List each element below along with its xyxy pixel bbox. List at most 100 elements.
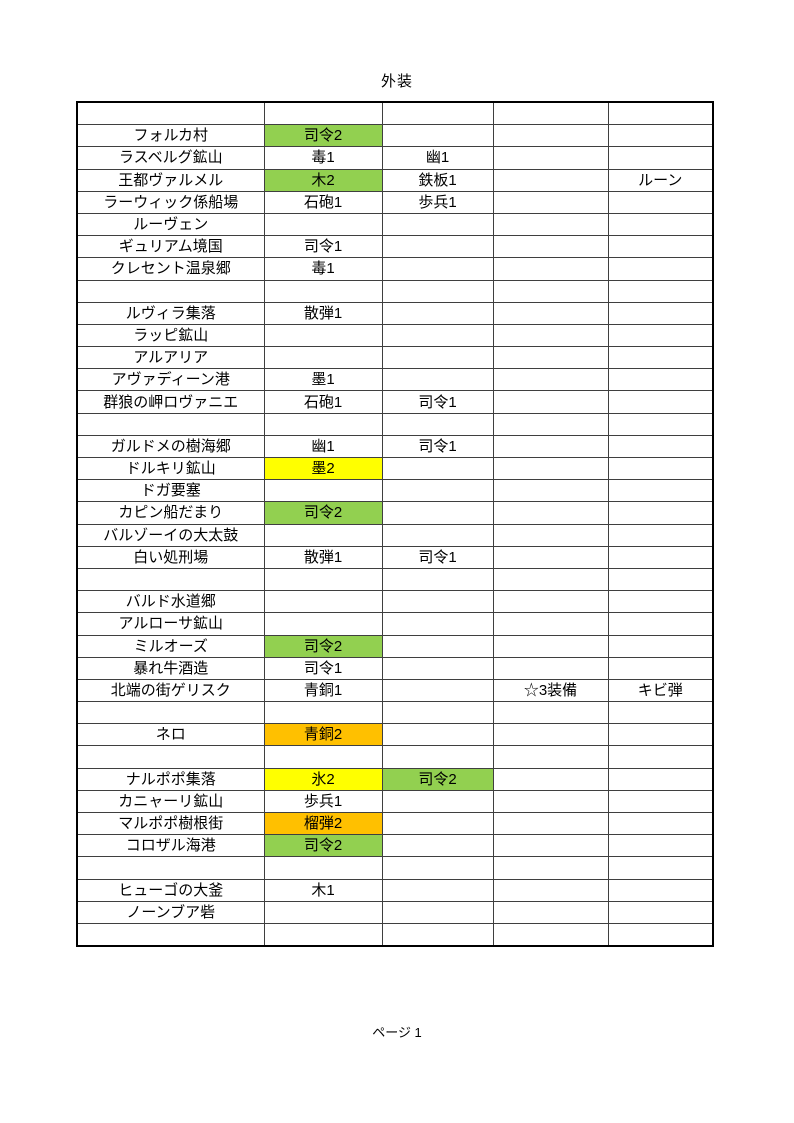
item-cell <box>263 567 383 592</box>
item-cell: 石砲1 <box>263 390 383 414</box>
location-cell: フォルカ村 <box>76 124 265 148</box>
location-cell: ガルドメの樹海郷 <box>76 434 265 459</box>
item-cell <box>381 612 494 636</box>
item-cell: 司令2 <box>263 634 383 658</box>
item-cell <box>492 390 609 414</box>
item-cell: 青銅1 <box>263 678 383 703</box>
item-cell <box>492 767 609 791</box>
item-cell <box>607 323 714 348</box>
location-cell: 暴れ牛酒造 <box>76 656 265 680</box>
item-cell: 司令1 <box>263 656 383 680</box>
item-cell <box>607 856 714 880</box>
item-cell <box>492 567 609 592</box>
item-cell <box>492 412 609 436</box>
table-row <box>76 101 714 126</box>
item-cell <box>381 368 494 392</box>
item-cell <box>492 811 609 836</box>
table-row <box>76 279 714 303</box>
item-cell <box>607 723 714 747</box>
item-cell <box>607 390 714 414</box>
item-cell <box>263 922 383 947</box>
location-cell: バルゾーイの大太鼓 <box>76 523 265 547</box>
item-cell <box>263 212 383 237</box>
table-row <box>76 412 714 436</box>
item-cell <box>607 590 714 614</box>
item-cell <box>492 523 609 547</box>
item-cell <box>381 678 494 703</box>
table-row <box>76 745 714 769</box>
item-cell <box>492 101 609 126</box>
table-row: 北端の街ゲリスク 青銅1 ☆3装備 キビ弾 <box>76 678 714 703</box>
item-cell <box>381 701 494 725</box>
item-cell <box>263 590 383 614</box>
table-row: バルゾーイの大太鼓 <box>76 523 714 547</box>
table-row: ラッピ鉱山 <box>76 323 714 348</box>
item-cell <box>492 212 609 237</box>
item-cell <box>263 479 383 503</box>
item-cell <box>607 235 714 259</box>
location-cell: カニャーリ鉱山 <box>76 789 265 814</box>
table-row: ルヴィラ集落 散弾1 <box>76 301 714 325</box>
item-cell: 木2 <box>263 168 383 192</box>
item-cell <box>492 168 609 192</box>
item-cell <box>607 834 714 858</box>
item-cell <box>607 789 714 814</box>
item-cell <box>381 501 494 525</box>
item-cell <box>492 856 609 880</box>
location-cell: 白い処刑場 <box>76 545 265 569</box>
table-row: ラーウィック係船場 石砲1 歩兵1 <box>76 190 714 214</box>
item-cell <box>607 634 714 658</box>
item-cell <box>492 612 609 636</box>
location-cell <box>76 567 265 592</box>
item-cell <box>492 634 609 658</box>
item-cell: 石砲1 <box>263 190 383 214</box>
location-cell: バルド水道郷 <box>76 590 265 614</box>
table-row: マルポポ樹根街 榴弾2 <box>76 811 714 836</box>
table-row: 群狼の岬ロヴァニエ 石砲1 司令1 <box>76 390 714 414</box>
item-cell <box>607 501 714 525</box>
item-cell <box>607 146 714 170</box>
item-cell <box>381 257 494 281</box>
location-cell: コロザル海港 <box>76 834 265 858</box>
item-cell <box>381 922 494 947</box>
location-cell <box>76 745 265 769</box>
location-cell: マルポポ樹根街 <box>76 811 265 836</box>
table-row: ギュリアム境国 司令1 <box>76 235 714 259</box>
item-cell <box>381 856 494 880</box>
item-cell <box>492 456 609 481</box>
item-cell: 散弾1 <box>263 301 383 325</box>
item-cell: 毒1 <box>263 146 383 170</box>
item-cell <box>492 590 609 614</box>
item-cell <box>492 124 609 148</box>
item-cell <box>263 523 383 547</box>
location-cell: 群狼の岬ロヴァニエ <box>76 390 265 414</box>
item-cell <box>607 434 714 459</box>
table-row: ドガ要塞 <box>76 479 714 503</box>
item-cell <box>607 811 714 836</box>
location-cell: カピン船だまり <box>76 501 265 525</box>
item-cell <box>263 346 383 370</box>
item-cell <box>607 279 714 303</box>
item-cell <box>492 701 609 725</box>
table-row: 暴れ牛酒造 司令1 <box>76 656 714 680</box>
item-cell <box>381 567 494 592</box>
item-cell <box>381 212 494 237</box>
item-cell <box>492 257 609 281</box>
location-cell <box>76 101 265 126</box>
table-row <box>76 922 714 947</box>
equipment-table: フォルカ村 司令2 ラスベルグ鉱山 毒1 幽1 王都ヴァルメル 木2 鉄板1 ルーン ラーウィック… <box>76 101 714 948</box>
item-cell: 散弾1 <box>263 545 383 569</box>
table-row: カニャーリ鉱山 歩兵1 <box>76 789 714 814</box>
item-cell <box>492 279 609 303</box>
table-row: ドルキリ鉱山 墨2 <box>76 456 714 481</box>
table-row: ナルポポ集落 氷2 司令2 <box>76 767 714 791</box>
item-cell <box>607 567 714 592</box>
location-cell: 北端の街ゲリスク <box>76 678 265 703</box>
item-cell <box>381 279 494 303</box>
item-cell <box>381 656 494 680</box>
location-cell <box>76 856 265 880</box>
item-cell <box>492 545 609 569</box>
item-cell <box>381 412 494 436</box>
item-cell <box>381 346 494 370</box>
table-row: アルアリア <box>76 346 714 370</box>
